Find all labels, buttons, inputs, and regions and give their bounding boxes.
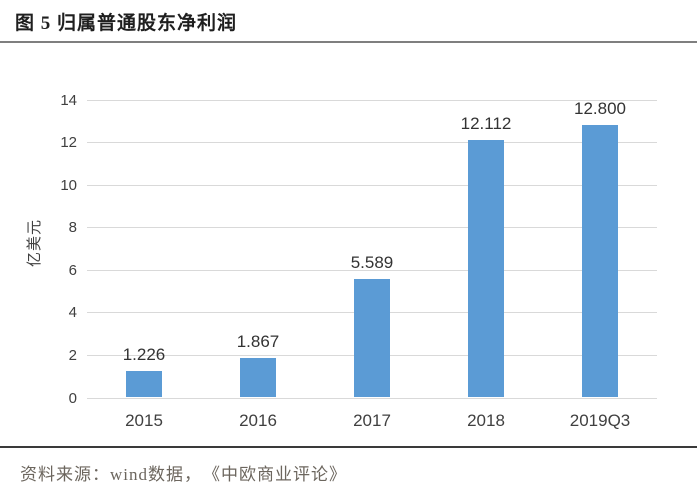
gridline-y-6 bbox=[87, 269, 657, 271]
source-divider bbox=[0, 446, 697, 448]
gridline-y-14 bbox=[87, 99, 657, 101]
y-tick-label: 2 bbox=[68, 346, 77, 364]
bar-2018 bbox=[468, 139, 504, 398]
y-tick-label: 12 bbox=[60, 134, 77, 152]
bar-2017 bbox=[354, 278, 390, 398]
gridline-y-12 bbox=[87, 142, 657, 144]
bar-value-label: 12.800 bbox=[574, 99, 626, 119]
y-tick-label: 14 bbox=[60, 91, 77, 109]
y-tick-label: 0 bbox=[68, 389, 77, 407]
y-tick-label: 10 bbox=[60, 176, 77, 194]
x-tick-label: 2018 bbox=[467, 410, 505, 430]
y-tick-label: 8 bbox=[68, 219, 77, 237]
y-tick-label: 6 bbox=[68, 261, 77, 279]
x-tick-label: 2019Q3 bbox=[569, 410, 631, 430]
figure-title: 图 5 归属普通股东净利润 bbox=[15, 13, 238, 34]
bar-2019Q3 bbox=[582, 125, 618, 398]
x-tick-label: 2016 bbox=[239, 410, 277, 430]
gridline-y-8 bbox=[87, 227, 657, 229]
bar-2016 bbox=[240, 357, 276, 398]
bar-2015 bbox=[126, 371, 162, 398]
bar-value-label: 12.112 bbox=[460, 113, 512, 133]
title-divider bbox=[0, 41, 697, 43]
bar-value-label: 1.226 bbox=[122, 345, 166, 365]
gridline-y-0 bbox=[87, 397, 657, 399]
source-caption: 资料来源：wind数据， 《中欧商业评论》 bbox=[20, 465, 347, 484]
gridline-y-10 bbox=[87, 184, 657, 186]
bar-value-label: 1.867 bbox=[236, 331, 280, 351]
x-tick-label: 2017 bbox=[353, 410, 391, 430]
x-tick-label: 2015 bbox=[125, 410, 163, 430]
y-tick-label: 4 bbox=[68, 304, 77, 322]
bar-value-label: 5.589 bbox=[350, 252, 394, 272]
